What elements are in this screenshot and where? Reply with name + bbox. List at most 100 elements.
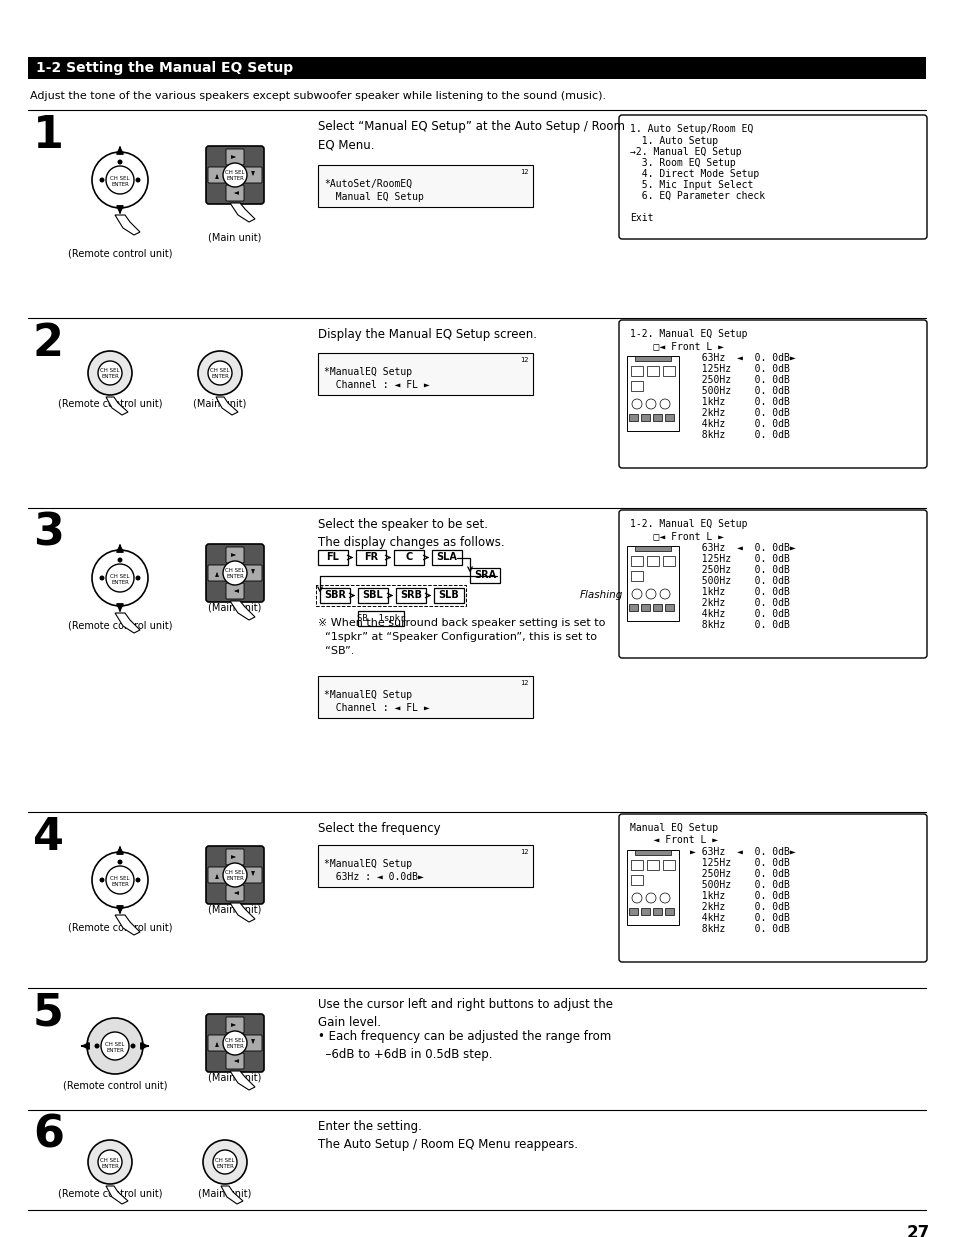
Bar — [646, 555, 659, 567]
Text: 1: 1 — [33, 114, 64, 157]
FancyBboxPatch shape — [226, 148, 244, 165]
Polygon shape — [230, 203, 254, 221]
Text: 8kHz     0. 0dB: 8kHz 0. 0dB — [689, 430, 789, 440]
Bar — [357, 611, 403, 626]
Text: (Main unit): (Main unit) — [208, 905, 261, 915]
Bar — [635, 356, 670, 361]
Circle shape — [101, 1032, 129, 1060]
Text: ENTER: ENTER — [226, 1044, 244, 1049]
FancyBboxPatch shape — [226, 186, 244, 200]
Text: Flashing: Flashing — [579, 590, 622, 600]
Text: 1-2. Manual EQ Setup: 1-2. Manual EQ Setup — [629, 520, 747, 529]
Bar — [626, 356, 679, 430]
Text: ENTER: ENTER — [226, 177, 244, 182]
Circle shape — [135, 177, 140, 183]
Text: CH SEL: CH SEL — [100, 369, 120, 374]
Text: 125Hz    0. 0dB: 125Hz 0. 0dB — [689, 554, 789, 564]
Circle shape — [135, 877, 140, 882]
Polygon shape — [115, 215, 140, 235]
Polygon shape — [221, 1186, 243, 1204]
Text: 1-2. Manual EQ Setup: 1-2. Manual EQ Setup — [629, 329, 747, 339]
Text: 12: 12 — [520, 357, 529, 362]
Circle shape — [213, 1150, 236, 1174]
Text: *ManualEQ Setup: *ManualEQ Setup — [324, 858, 412, 870]
Text: (Main unit): (Main unit) — [208, 1072, 261, 1084]
Text: 4kHz     0. 0dB: 4kHz 0. 0dB — [689, 913, 789, 923]
Text: Exit: Exit — [629, 213, 653, 223]
Circle shape — [631, 400, 641, 409]
Text: CH SEL: CH SEL — [225, 569, 245, 574]
Text: *AutoSet/RoomEQ: *AutoSet/RoomEQ — [324, 179, 412, 189]
Text: ENTER: ENTER — [111, 579, 129, 585]
Text: Adjust the tone of the various speakers except subwoofer speaker while listening: Adjust the tone of the various speakers … — [30, 92, 605, 101]
Bar — [646, 860, 659, 870]
FancyBboxPatch shape — [618, 320, 926, 468]
Circle shape — [88, 351, 132, 395]
FancyBboxPatch shape — [244, 565, 262, 581]
Circle shape — [117, 160, 122, 165]
FancyBboxPatch shape — [226, 1017, 244, 1033]
Bar — [630, 860, 642, 870]
Text: (Remote control unit): (Remote control unit) — [58, 1188, 162, 1197]
Bar — [317, 353, 533, 395]
Text: (Remote control unit): (Remote control unit) — [68, 247, 172, 259]
Circle shape — [223, 1030, 247, 1055]
Text: SRB: SRB — [399, 590, 421, 600]
Text: 2kHz     0. 0dB: 2kHz 0. 0dB — [689, 902, 789, 912]
Bar — [317, 845, 533, 887]
Polygon shape — [230, 1071, 254, 1090]
Text: (Main unit): (Main unit) — [198, 1188, 252, 1197]
FancyBboxPatch shape — [226, 849, 244, 865]
Bar — [640, 908, 649, 915]
Text: 500Hz    0. 0dB: 500Hz 0. 0dB — [689, 386, 789, 396]
Bar — [664, 414, 673, 421]
Text: (Main unit): (Main unit) — [208, 233, 261, 242]
Text: ENTER: ENTER — [111, 182, 129, 187]
Bar — [630, 571, 642, 581]
Text: (Remote control unit): (Remote control unit) — [68, 620, 172, 630]
Text: ◄ Front L ►: ◄ Front L ► — [629, 835, 718, 845]
Text: □◄ Front L ►: □◄ Front L ► — [629, 341, 723, 351]
Text: ENTER: ENTER — [106, 1048, 124, 1053]
Text: 4kHz     0. 0dB: 4kHz 0. 0dB — [689, 419, 789, 429]
Text: ENTER: ENTER — [101, 1164, 119, 1169]
Text: ENTER: ENTER — [111, 882, 129, 887]
Circle shape — [223, 562, 247, 585]
Circle shape — [645, 400, 656, 409]
Circle shape — [106, 166, 133, 194]
Text: 1kHz     0. 0dB: 1kHz 0. 0dB — [689, 588, 789, 597]
Text: CH SEL: CH SEL — [225, 871, 245, 876]
Circle shape — [106, 866, 133, 894]
Bar — [394, 550, 423, 565]
Circle shape — [223, 163, 247, 187]
FancyBboxPatch shape — [206, 846, 264, 904]
Text: 125Hz    0. 0dB: 125Hz 0. 0dB — [689, 364, 789, 374]
Circle shape — [198, 351, 242, 395]
Bar — [635, 546, 670, 550]
Text: 1. Auto Setup/Room EQ: 1. Auto Setup/Room EQ — [629, 124, 753, 134]
Text: 1-2 Setting the Manual EQ Setup: 1-2 Setting the Manual EQ Setup — [36, 61, 293, 75]
Circle shape — [117, 558, 122, 563]
Text: Channel : ◄ FL ►: Channel : ◄ FL ► — [324, 380, 429, 390]
Text: CH SEL: CH SEL — [105, 1042, 125, 1047]
Text: *ManualEQ Setup: *ManualEQ Setup — [324, 367, 412, 377]
Text: 1kHz     0. 0dB: 1kHz 0. 0dB — [689, 397, 789, 407]
Text: ENTER: ENTER — [226, 574, 244, 579]
Circle shape — [135, 575, 140, 580]
Text: 12: 12 — [520, 849, 529, 855]
Text: FR: FR — [363, 553, 377, 563]
Text: CH SEL: CH SEL — [215, 1158, 234, 1163]
Text: (Remote control unit): (Remote control unit) — [63, 1080, 167, 1090]
Bar — [28, 57, 925, 79]
FancyBboxPatch shape — [206, 146, 264, 204]
Bar — [319, 588, 350, 602]
Polygon shape — [106, 1186, 128, 1204]
Text: 1kHz     0. 0dB: 1kHz 0. 0dB — [689, 891, 789, 901]
Bar — [395, 588, 426, 602]
Bar — [630, 366, 642, 376]
FancyBboxPatch shape — [208, 1035, 226, 1051]
Text: Select “Manual EQ Setup” at the Auto Setup / Room
EQ Menu.: Select “Manual EQ Setup” at the Auto Set… — [317, 120, 624, 151]
Text: CH SEL: CH SEL — [225, 171, 245, 176]
Text: ENTER: ENTER — [215, 1164, 233, 1169]
Text: 5: 5 — [33, 992, 64, 1035]
